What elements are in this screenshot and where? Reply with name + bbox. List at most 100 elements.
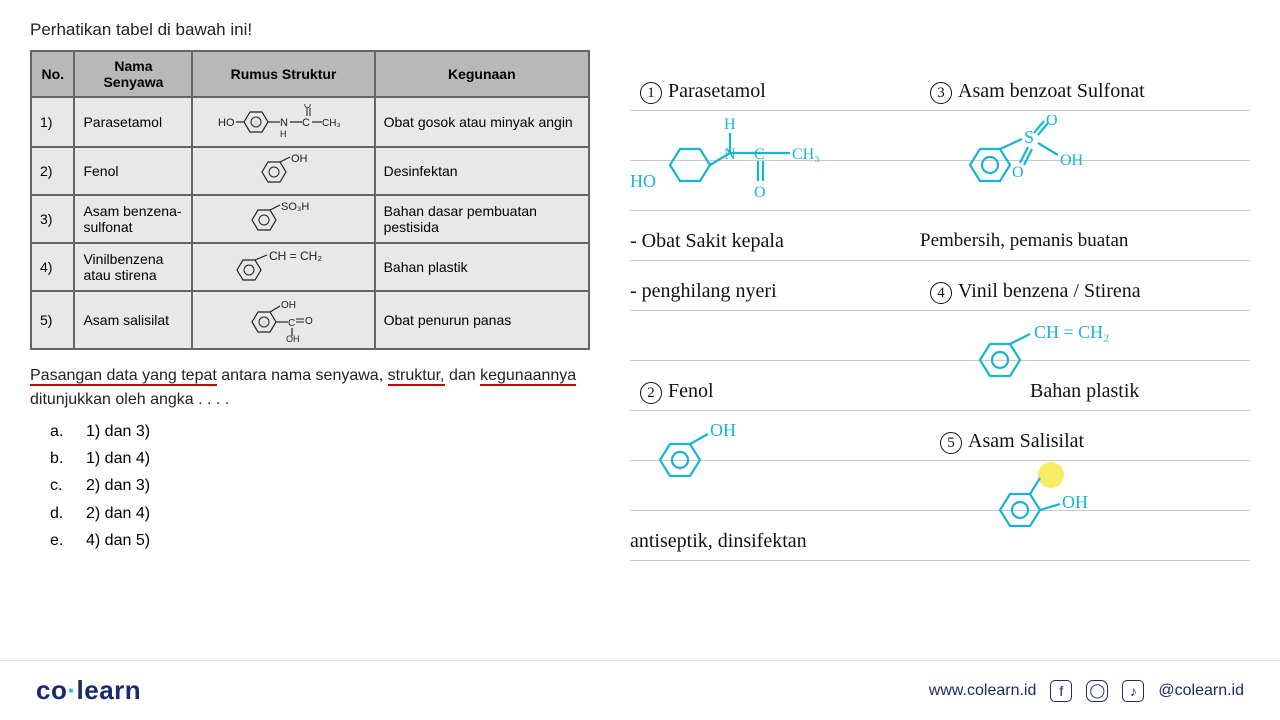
question-underlined-1: Pasangan data yang tepat [30, 367, 217, 386]
svg-text:C: C [288, 318, 295, 329]
cell-rumus: HO N H C O CH₃ [192, 97, 374, 147]
option-a: a.1) dan 3) [50, 418, 590, 445]
th-kegunaan: Kegunaan [375, 51, 589, 97]
cell-no: 3) [31, 195, 74, 243]
cell-kegunaan: Desinfektan [375, 147, 589, 195]
cell-no: 2) [31, 147, 74, 195]
svg-text:O: O [1012, 164, 1024, 181]
option-c: c.2) dan 3) [50, 472, 590, 499]
answer-options: a.1) dan 3) b.1) dan 4) c.2) dan 3) d.2)… [30, 418, 590, 554]
table-row: 5) Asam salisilat OH C O OH [31, 291, 589, 349]
table-row: 4) Vinilbenzena atau stirena CH = CH₂ Ba… [31, 243, 589, 291]
svg-text:O: O [1046, 115, 1058, 129]
option-e: e.4) dan 5) [50, 527, 590, 554]
cell-rumus: CH = CH₂ [192, 243, 374, 291]
circled-number-icon: 3 [930, 82, 952, 104]
cell-nama: Asam benzena-sulfonat [74, 195, 192, 243]
cell-nama: Fenol [74, 147, 192, 195]
svg-text:OH: OH [286, 334, 300, 342]
th-nama: Nama Senyawa [74, 51, 192, 97]
svg-text:HO: HO [218, 117, 235, 129]
cell-rumus: OH C O OH [192, 291, 374, 349]
logo-dot-icon: · [67, 675, 76, 705]
th-no: No. [31, 51, 74, 97]
struct-fenol-icon: OH [248, 154, 318, 188]
svg-text:OH: OH [291, 154, 308, 165]
instagram-icon: ◯ [1086, 680, 1108, 702]
struct-salisilat-icon: OH C O OH [238, 298, 328, 342]
worksheet-panel: Perhatikan tabel di bawah ini! No. Nama … [30, 20, 590, 554]
footer-bar: co·learn www.colearn.id f ◯ ♪ @colearn.i… [0, 660, 1280, 720]
note-4-title: 4Vinil benzena / Stirena [930, 280, 1141, 304]
cell-nama: Asam salisilat [74, 291, 192, 349]
svg-text:OH: OH [710, 420, 736, 440]
svg-text:OH: OH [281, 300, 296, 311]
note-2-title: 2Fenol [640, 380, 714, 404]
note-4-desc: Bahan plastik [1030, 380, 1139, 403]
note-salisilat-struct-icon: OH [980, 460, 1120, 540]
note-2-desc: antiseptik, dinsifektan [630, 530, 807, 553]
facebook-icon: f [1050, 680, 1072, 702]
svg-text:H: H [280, 129, 287, 139]
svg-text:O: O [754, 184, 766, 201]
svg-text:O: O [304, 104, 311, 110]
cell-rumus: SO₃H [192, 195, 374, 243]
svg-text:CH₃: CH₃ [792, 146, 820, 163]
question-underlined-3: kegunaannya [480, 367, 576, 386]
cell-kegunaan: Bahan plastik [375, 243, 589, 291]
table-row: 3) Asam benzena-sulfonat SO₃H Bahan dasa… [31, 195, 589, 243]
svg-text:OH: OH [1062, 492, 1088, 512]
circled-number-icon: 4 [930, 282, 952, 304]
svg-text:O: O [305, 316, 313, 327]
table-header-row: No. Nama Senyawa Rumus Struktur Kegunaan [31, 51, 589, 97]
circled-number-icon: 1 [640, 82, 662, 104]
svg-text:H: H [724, 116, 736, 133]
footer-url: www.colearn.id [929, 682, 1037, 700]
cell-no: 1) [31, 97, 74, 147]
note-3-desc: Pembersih, pemanis buatan [920, 230, 1128, 252]
svg-text:CH = CH₂: CH = CH₂ [269, 250, 322, 263]
cell-nama: Parasetamol [74, 97, 192, 147]
table-row: 1) Parasetamol HO N H C [31, 97, 589, 147]
footer-handle: @colearn.id [1158, 682, 1244, 700]
svg-text:CH₃: CH₃ [322, 118, 341, 129]
circled-number-icon: 5 [940, 432, 962, 454]
svg-text:HO: HO [630, 171, 656, 191]
svg-text:C: C [754, 146, 765, 163]
svg-text:C: C [302, 117, 310, 129]
svg-text:SO₃H: SO₃H [281, 202, 309, 213]
note-1-desc-1: - Obat Sakit kepala [630, 230, 784, 253]
struct-parasetamol-icon: HO N H C O CH₃ [218, 104, 348, 140]
note-parasetamol-struct-icon: HO H N C CH₃ O [630, 115, 860, 205]
svg-text:S: S [1024, 127, 1034, 147]
note-5-title: 5Asam Salisilat [940, 430, 1084, 454]
note-1-desc-2: - penghilang nyeri [630, 280, 777, 303]
svg-text:OH: OH [1060, 152, 1084, 169]
struct-stirena-icon: CH = CH₂ [223, 250, 343, 284]
option-b: b.1) dan 4) [50, 445, 590, 472]
note-3-title: 3Asam benzoat Sulfonat [930, 80, 1145, 104]
cell-kegunaan: Bahan dasar pembuatan pestisida [375, 195, 589, 243]
cell-rumus: OH [192, 147, 374, 195]
cell-no: 5) [31, 291, 74, 349]
th-rumus: Rumus Struktur [192, 51, 374, 97]
cell-no: 4) [31, 243, 74, 291]
note-fenol-struct-icon: OH [640, 420, 760, 490]
cell-kegunaan: Obat gosok atau minyak angin [375, 97, 589, 147]
compound-table: No. Nama Senyawa Rumus Struktur Kegunaan… [30, 50, 590, 350]
instruction-text: Perhatikan tabel di bawah ini! [30, 20, 590, 40]
question-text: Pasangan data yang tepat antara nama sen… [30, 364, 590, 412]
svg-text:N: N [724, 146, 736, 163]
circled-number-icon: 2 [640, 382, 662, 404]
cell-nama: Vinilbenzena atau stirena [74, 243, 192, 291]
cell-kegunaan: Obat penurun panas [375, 291, 589, 349]
note-sulfonat-struct-icon: S O O OH [950, 115, 1150, 205]
question-underlined-2: struktur, [388, 367, 445, 386]
footer-right: www.colearn.id f ◯ ♪ @colearn.id [929, 680, 1244, 702]
table-row: 2) Fenol OH Desinfektan [31, 147, 589, 195]
struct-sulfonat-icon: SO₃H [238, 202, 328, 236]
option-d: d.2) dan 4) [50, 500, 590, 527]
colearn-logo: co·learn [36, 675, 141, 706]
note-1-title: 1Parasetamol [640, 80, 766, 104]
tiktok-icon: ♪ [1122, 680, 1144, 702]
